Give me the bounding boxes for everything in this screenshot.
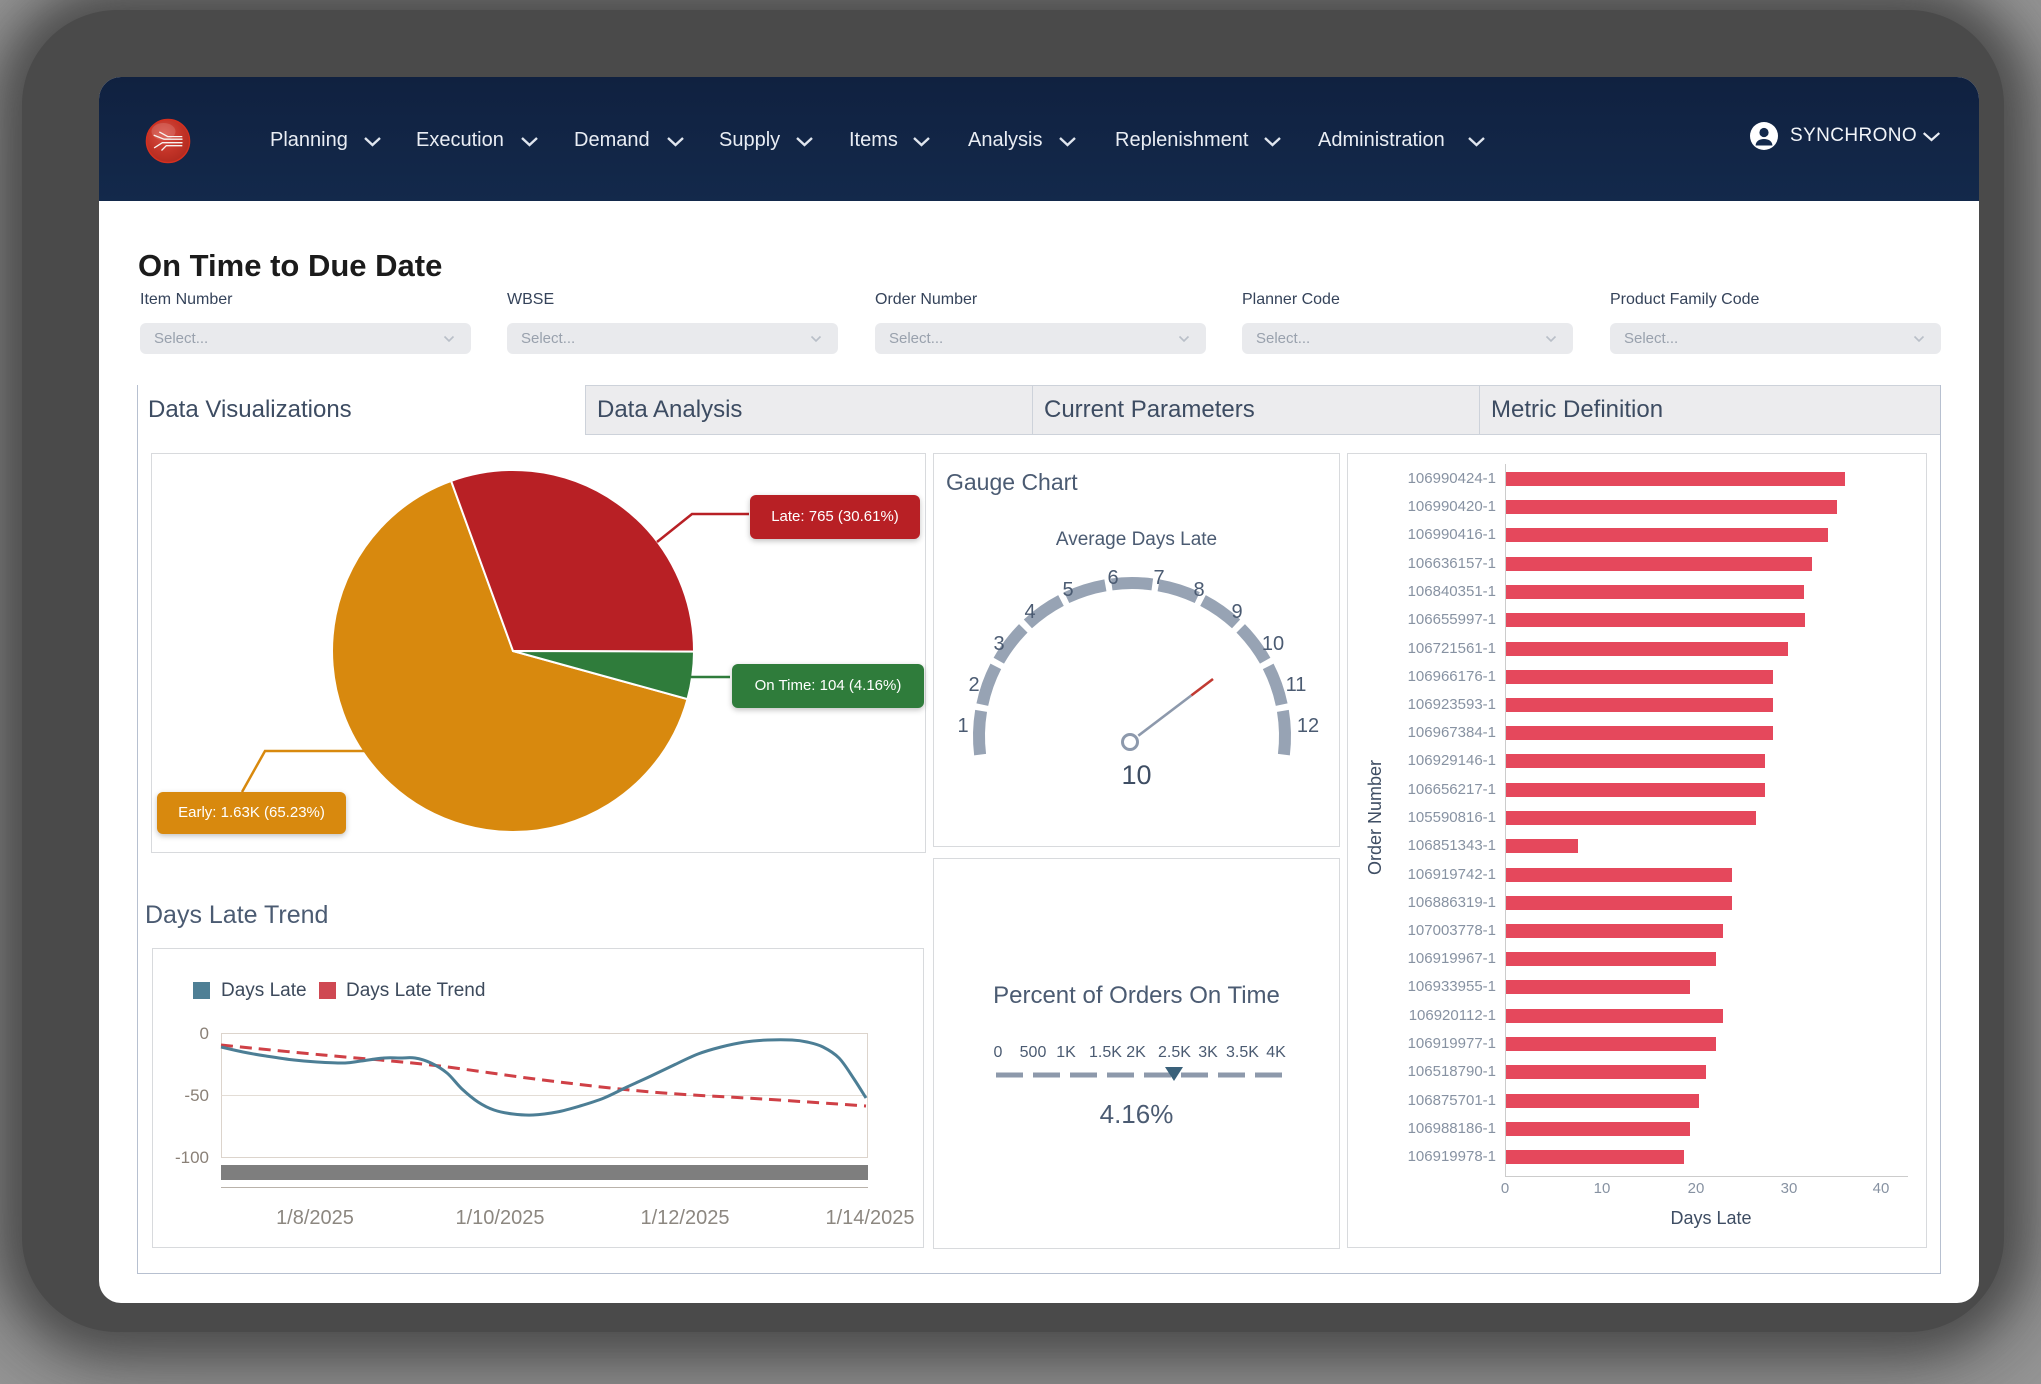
svg-text:7: 7 (1153, 567, 1164, 589)
svg-text:10: 10 (1262, 633, 1284, 655)
svg-text:3: 3 (993, 633, 1004, 655)
svg-text:9: 9 (1231, 601, 1242, 623)
svg-text:1: 1 (957, 715, 968, 737)
svg-text:2: 2 (968, 674, 979, 696)
svg-text:6: 6 (1107, 567, 1118, 589)
svg-text:12: 12 (1297, 715, 1319, 737)
svg-text:8: 8 (1193, 579, 1204, 601)
svg-text:5: 5 (1062, 579, 1073, 601)
svg-text:11: 11 (1286, 674, 1307, 696)
svg-text:4: 4 (1024, 601, 1035, 623)
